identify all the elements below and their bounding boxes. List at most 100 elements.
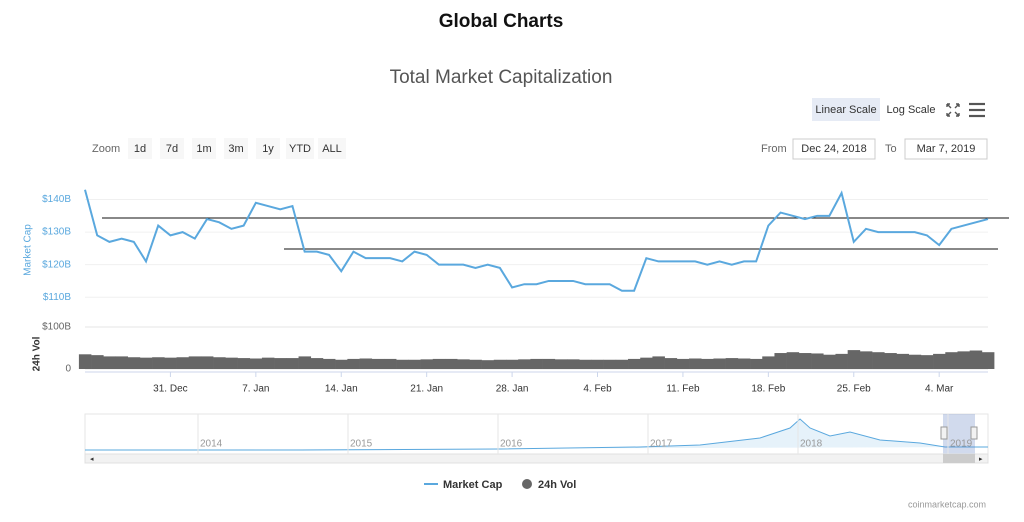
volume-bar <box>420 359 434 369</box>
zoom-button-label[interactable]: ALL <box>322 143 342 155</box>
volume-bar <box>920 355 934 369</box>
scale-button-label[interactable]: Linear Scale <box>815 104 876 116</box>
volume-bar <box>847 350 861 369</box>
volume-bar <box>628 358 641 369</box>
volume-bar <box>725 358 739 369</box>
chart-title: Total Market Capitalization <box>390 67 613 88</box>
zoom-button-label[interactable]: 1d <box>134 143 146 155</box>
volume-bar <box>835 353 848 369</box>
volume-bar <box>469 359 482 369</box>
volume-bar <box>750 358 763 369</box>
scale-button[interactable] <box>812 98 880 121</box>
volume-bar <box>78 354 92 369</box>
scale-button-label[interactable]: Log Scale <box>887 104 936 116</box>
scrollbar-thumb[interactable] <box>943 454 975 463</box>
credit[interactable]: coinmarketcap.com <box>908 499 986 509</box>
zoom-label: Zoom <box>92 143 120 155</box>
volume-bar <box>933 353 946 369</box>
volume-bar <box>518 359 531 369</box>
volume-bar <box>701 358 714 369</box>
zoom-button-label[interactable]: 1m <box>196 143 211 155</box>
volume-bar <box>908 354 922 369</box>
navigator-label: 2019 <box>950 439 973 450</box>
volume-bar <box>591 359 604 369</box>
volume-bar <box>286 358 299 369</box>
zoom-button[interactable] <box>128 138 152 159</box>
volume-bar <box>884 353 897 369</box>
zoom-button[interactable] <box>224 138 248 159</box>
volume-bar <box>298 356 312 369</box>
volume-bar <box>152 357 165 369</box>
fullscreen-icon[interactable] <box>946 103 960 117</box>
volume-bar <box>945 352 958 369</box>
volume-bar <box>493 359 507 369</box>
volume-bar <box>823 354 836 369</box>
navigator-label: 2016 <box>500 439 523 450</box>
volume-bar <box>640 357 653 369</box>
volume-bar <box>981 352 995 369</box>
volume-bar <box>811 353 824 369</box>
zoom-button-label[interactable]: 7d <box>166 143 178 155</box>
menu-icon[interactable] <box>969 102 985 118</box>
zoom-button-label[interactable]: 3m <box>228 143 243 155</box>
legend-label[interactable]: 24h Vol <box>538 479 576 491</box>
navigator-label: 2018 <box>800 439 823 450</box>
volume-bar <box>798 353 812 369</box>
zoom-button[interactable] <box>160 138 184 159</box>
volume-bar <box>896 353 909 369</box>
scrollbar[interactable] <box>84 453 989 464</box>
volume-bar <box>762 356 775 369</box>
volume-bar <box>457 359 470 369</box>
navigator-handle[interactable] <box>970 426 978 440</box>
scroll-left[interactable]: ◂ <box>90 456 94 463</box>
volume-bar <box>383 358 397 369</box>
volume-bar <box>615 359 629 369</box>
y-tick-label: $120B <box>42 259 71 270</box>
zoom-button[interactable] <box>318 138 346 159</box>
x-tick-label: 14. Jan <box>325 384 358 395</box>
date-input[interactable] <box>792 138 876 160</box>
legend-symbol <box>522 479 532 489</box>
from-date[interactable]: Dec 24, 2018 <box>801 143 866 155</box>
volume-bar <box>676 358 690 369</box>
volume-bar <box>713 358 726 369</box>
volume-bar <box>115 356 129 369</box>
volume-bar <box>139 357 153 369</box>
x-tick-label: 4. Mar <box>925 384 954 395</box>
navigator-label: 2015 <box>350 439 373 450</box>
zoom-button[interactable] <box>256 138 280 159</box>
x-tick-label: 11. Feb <box>666 384 700 395</box>
volume-bar <box>200 356 214 369</box>
y-axis-label: 24h Vol <box>32 336 43 371</box>
volume-bar <box>786 352 800 369</box>
scroll-right[interactable]: ▸ <box>979 456 983 463</box>
volume-bar <box>347 358 360 369</box>
volume-bar <box>237 358 251 369</box>
volume-bar <box>481 360 495 369</box>
zoom-button-label[interactable]: 1y <box>262 143 274 155</box>
x-tick-label: 4. Feb <box>583 384 612 395</box>
navigator-series <box>85 418 988 451</box>
x-tick-label: 7. Jan <box>242 384 269 395</box>
zoom-button[interactable] <box>192 138 216 159</box>
zoom-button-label[interactable]: YTD <box>289 143 311 155</box>
volume-bar <box>603 359 617 369</box>
navigator-handle[interactable] <box>940 426 948 440</box>
x-tick-label: 25. Feb <box>837 384 871 395</box>
to-date[interactable]: Mar 7, 2019 <box>917 143 976 155</box>
volume-bar <box>127 357 141 369</box>
volume-bar <box>359 358 373 369</box>
y-tick-label: $100B <box>42 322 71 333</box>
zoom-button[interactable] <box>286 138 314 159</box>
volume-bar <box>322 358 336 369</box>
legend-label[interactable]: Market Cap <box>443 479 503 491</box>
volume-bar <box>188 356 202 369</box>
navigator-label: 2017 <box>650 439 673 450</box>
volume-bar <box>103 356 116 369</box>
y-tick-label: $140B <box>42 194 71 205</box>
date-input[interactable] <box>904 138 988 160</box>
volume-bar <box>274 358 287 369</box>
